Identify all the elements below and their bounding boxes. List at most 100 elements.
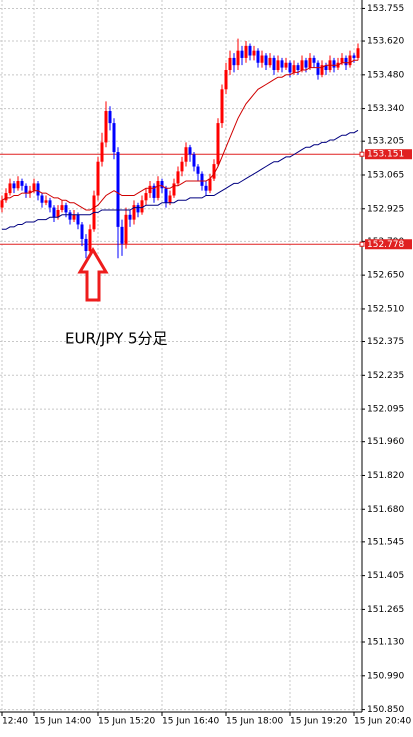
candle-body xyxy=(116,152,120,227)
candle-body xyxy=(104,111,108,143)
candle-body xyxy=(248,45,252,56)
y-tick-label: 150.990 xyxy=(367,671,404,681)
candle-body xyxy=(192,154,196,167)
annotation: EUR/JPY 5分足 xyxy=(65,330,168,348)
candle-body xyxy=(348,55,352,66)
candle-body xyxy=(132,205,136,220)
y-tick-label: 153.480 xyxy=(367,70,404,80)
level-marker xyxy=(359,151,365,157)
y-tick-label: 151.405 xyxy=(367,571,404,581)
candle-body xyxy=(288,62,292,73)
candle-body xyxy=(188,147,192,155)
candle-body xyxy=(36,183,40,196)
candle-body xyxy=(148,185,152,194)
candle-body xyxy=(272,57,276,70)
candle-body xyxy=(284,62,288,68)
y-tick-label: 151.680 xyxy=(367,505,404,515)
candle-body xyxy=(268,57,272,66)
y-tick-label: 151.265 xyxy=(367,605,404,615)
y-tick-label: 151.960 xyxy=(367,437,404,447)
candle-body xyxy=(172,183,176,196)
y-tick-label: 153.205 xyxy=(367,137,404,147)
candle-body xyxy=(88,229,92,252)
y-tick-label: 152.925 xyxy=(367,204,404,214)
candle-body xyxy=(280,60,284,68)
candle-body xyxy=(40,195,44,203)
candle-body xyxy=(80,224,84,239)
level-label: 153.151 xyxy=(367,150,404,160)
candle-body xyxy=(200,173,204,186)
candle-body xyxy=(48,200,52,208)
x-tick-label: 15 Jun 18:00 xyxy=(226,717,283,727)
candle-body xyxy=(180,161,184,172)
up-arrow xyxy=(77,247,109,302)
candle-body xyxy=(224,69,228,90)
candle-body xyxy=(84,238,88,252)
candle-body xyxy=(32,183,36,191)
y-tick-label: 153.340 xyxy=(367,104,404,114)
candle-body xyxy=(168,195,172,203)
candle-body xyxy=(136,205,140,213)
candle-body xyxy=(152,185,156,198)
candle-body xyxy=(204,185,208,191)
candle-body xyxy=(240,50,244,58)
y-tick-label: 153.065 xyxy=(367,170,404,180)
candle-body xyxy=(264,55,268,66)
candle-body xyxy=(176,171,180,184)
candle-body xyxy=(140,200,144,213)
y-tick-label: 151.545 xyxy=(367,537,404,547)
candle-body xyxy=(256,50,260,63)
y-tick-label: 150.850 xyxy=(367,705,404,715)
level-label-bg xyxy=(365,149,412,160)
candle-body xyxy=(4,193,8,201)
candle-body xyxy=(324,65,328,70)
candle-body xyxy=(356,48,360,58)
candle-body xyxy=(216,123,220,165)
candle-body xyxy=(292,65,296,73)
candle-body xyxy=(276,60,280,70)
y-tick-label: 152.650 xyxy=(367,271,404,281)
candle-body xyxy=(76,214,80,225)
candle-body xyxy=(208,178,212,191)
candle-body xyxy=(72,214,76,220)
candle-body xyxy=(20,181,24,186)
candle-body xyxy=(300,60,304,70)
candle-body xyxy=(296,65,300,70)
candle-body xyxy=(120,226,124,244)
candle-body xyxy=(156,181,160,198)
y-tick-label: 153.755 xyxy=(367,4,404,14)
x-tick-label: 15 Jun 20:40 xyxy=(354,717,411,727)
candle-body xyxy=(340,57,344,63)
y-tick-label: 153.620 xyxy=(367,37,404,47)
x-tick-label: 15 Jun 14:00 xyxy=(34,717,91,727)
y-tick-label: 152.235 xyxy=(367,371,404,381)
moving-average xyxy=(2,129,359,230)
axes: 153.755 153.620 153.480 153.340 153.205 153.0… xyxy=(1,4,412,727)
level-label: 152.778 xyxy=(367,240,404,250)
candle-body xyxy=(320,65,324,75)
y-tick-label: 151.820 xyxy=(367,471,404,481)
candle-body xyxy=(28,190,32,194)
moving-average xyxy=(1,59,358,211)
candle-body xyxy=(12,183,16,189)
y-tick-label: 152.375 xyxy=(367,337,404,347)
candle-body xyxy=(236,50,240,66)
candle-body xyxy=(60,205,64,210)
candle-body xyxy=(8,183,12,194)
candle-body xyxy=(144,193,148,201)
candle-body xyxy=(344,57,348,66)
plot xyxy=(0,38,362,259)
candle-body xyxy=(128,214,132,220)
candle-body xyxy=(184,147,188,162)
candle-body xyxy=(260,55,264,63)
y-tick-label: 151.130 xyxy=(367,638,404,648)
candle-body xyxy=(232,57,236,66)
candle-body xyxy=(332,60,336,68)
candle-body xyxy=(244,45,248,58)
candle-body xyxy=(124,214,128,244)
candle-body xyxy=(352,55,356,58)
candle-body xyxy=(312,57,316,63)
candle-body xyxy=(16,181,20,189)
x-tick-label: 12:40 xyxy=(2,717,28,727)
